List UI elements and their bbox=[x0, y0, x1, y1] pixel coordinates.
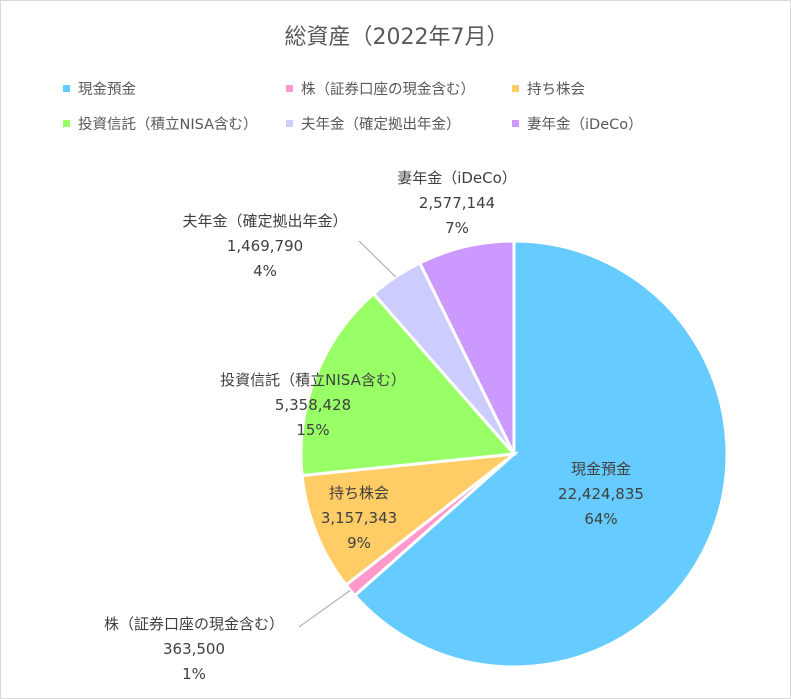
data-labels: 現金預金 22,424,835 64% 株（証券口座の現金含む） 363,500 1% 持ち… bbox=[104, 169, 644, 683]
legend-item: 夫年金（確定拠出年金） bbox=[286, 113, 461, 134]
data-label-value: 3,157,343 bbox=[321, 509, 397, 527]
data-label-percent: 1% bbox=[182, 665, 206, 683]
legend-item: 持ち株会 bbox=[512, 78, 585, 99]
pie-slices bbox=[299, 239, 729, 669]
legend-label: 持ち株会 bbox=[527, 82, 585, 98]
data-label-category: 現金預金 bbox=[571, 460, 631, 478]
legend-swatch bbox=[286, 85, 293, 92]
data-label-category: 妻年金（iDeCo） bbox=[397, 169, 517, 187]
data-label-percent: 9% bbox=[347, 534, 371, 552]
legend-item: 現金預金 bbox=[63, 78, 136, 99]
legend-swatch bbox=[512, 85, 519, 92]
pie-slice bbox=[417, 239, 516, 455]
data-label-percent: 15% bbox=[296, 421, 329, 439]
data-label-percent: 4% bbox=[253, 262, 277, 280]
legend-swatch bbox=[286, 120, 293, 127]
data-label-category: 持ち株会 bbox=[329, 484, 389, 502]
legend-swatch bbox=[512, 120, 519, 127]
legend-item: 妻年金（iDeCo） bbox=[512, 113, 643, 134]
data-label-category: 株（証券口座の現金含む） bbox=[104, 615, 284, 633]
data-label-percent: 64% bbox=[584, 510, 617, 528]
data-label-category: 夫年金（確定拠出年金） bbox=[182, 212, 347, 230]
data-label-value: 22,424,835 bbox=[558, 485, 644, 503]
legend-label: 株（証券口座の現金含む） bbox=[301, 82, 475, 98]
data-label-percent: 7% bbox=[445, 219, 469, 237]
data-label-value: 5,358,428 bbox=[275, 396, 351, 414]
data-label-value: 363,500 bbox=[163, 640, 225, 658]
pie-slice bbox=[352, 239, 729, 669]
pie-slice bbox=[299, 291, 518, 478]
pie-slice bbox=[300, 451, 520, 588]
legend-item: 投資信託（積立NISA含む） bbox=[63, 113, 258, 134]
leader-line bbox=[358, 240, 397, 278]
legend-label: 妻年金（iDeCo） bbox=[527, 117, 643, 133]
data-label-category: 投資信託（積立NISA含む） bbox=[220, 371, 406, 389]
leader-line bbox=[298, 589, 351, 628]
legend-label: 現金預金 bbox=[78, 82, 136, 98]
data-label-value: 2,577,144 bbox=[419, 194, 495, 212]
leader-lines bbox=[298, 240, 397, 628]
legend-label: 投資信託（積立NISA含む） bbox=[78, 117, 258, 133]
data-label-value: 1,469,790 bbox=[227, 237, 303, 255]
legend-swatch bbox=[63, 120, 70, 127]
chart-title: 総資産（2022年7月） bbox=[284, 25, 509, 50]
legend-label: 夫年金（確定拠出年金） bbox=[301, 117, 461, 133]
legend-item: 株（証券口座の現金含む） bbox=[286, 78, 475, 99]
legend-swatch bbox=[63, 85, 70, 92]
